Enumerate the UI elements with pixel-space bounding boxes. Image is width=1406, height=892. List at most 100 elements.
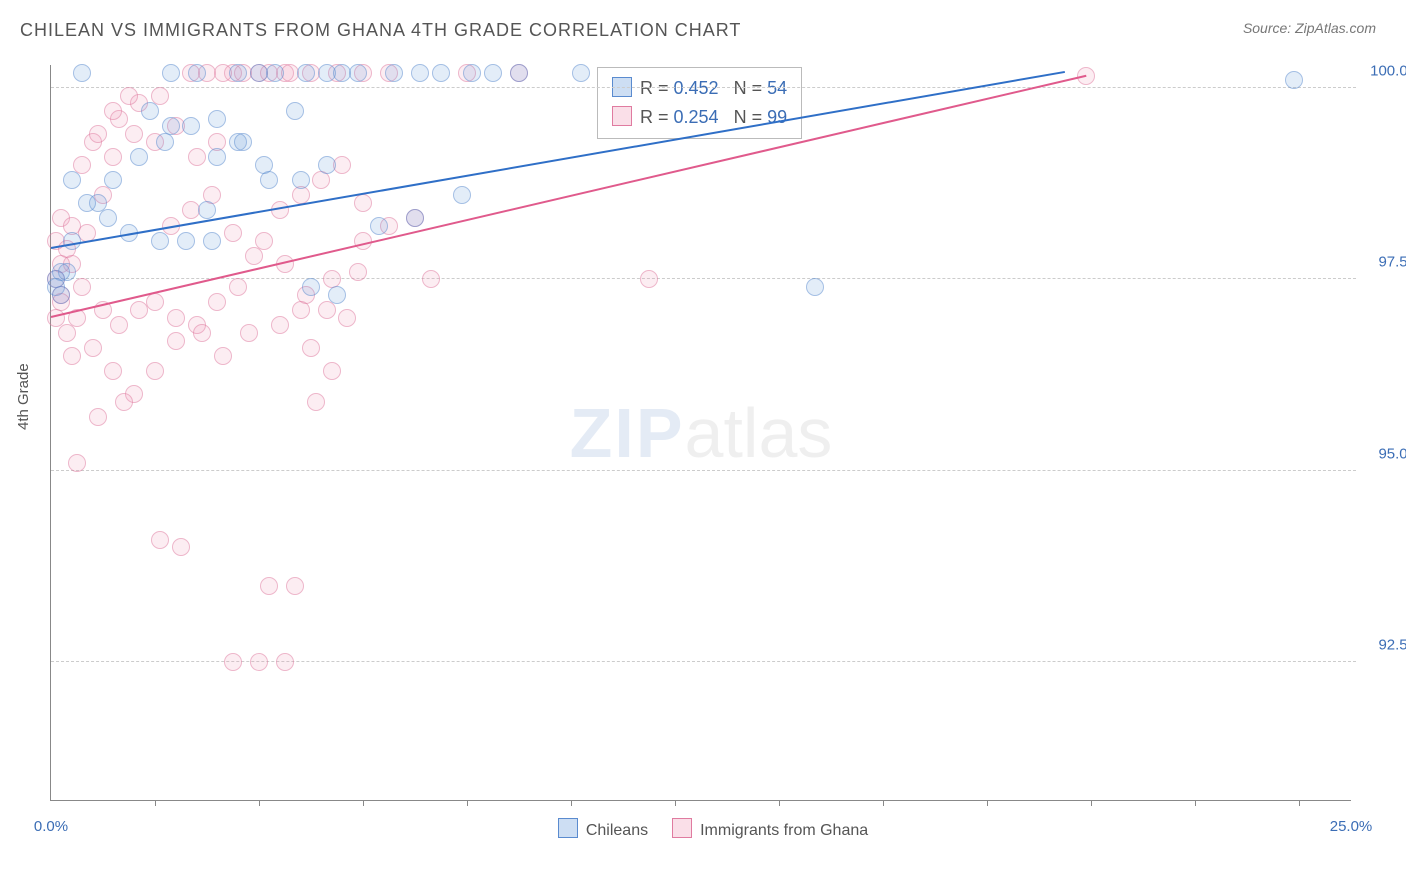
data-point (292, 171, 310, 189)
data-point (115, 393, 133, 411)
data-point (245, 247, 263, 265)
data-point (510, 64, 528, 82)
legend-swatch (672, 818, 692, 838)
x-tick (779, 800, 780, 806)
data-point (58, 324, 76, 342)
data-point (385, 64, 403, 82)
watermark-atlas: atlas (685, 394, 833, 472)
data-point (52, 286, 70, 304)
data-point (1285, 71, 1303, 89)
x-tick (987, 800, 988, 806)
data-point (333, 64, 351, 82)
correlation-stat-box: R = 0.452 N = 54R = 0.254 N = 99 (597, 67, 802, 139)
data-point (307, 393, 325, 411)
data-point (349, 64, 367, 82)
data-point (89, 125, 107, 143)
data-point (104, 171, 122, 189)
stat-row: R = 0.254 N = 99 (612, 103, 787, 132)
data-point (146, 293, 164, 311)
data-point (484, 64, 502, 82)
data-point (84, 339, 102, 357)
data-point (130, 301, 148, 319)
data-point (104, 148, 122, 166)
data-point (318, 156, 336, 174)
data-point (208, 148, 226, 166)
data-point (806, 278, 824, 296)
bottom-legend: ChileansImmigrants from Ghana (51, 818, 1351, 840)
data-point (177, 232, 195, 250)
y-tick-label: 100.0% (1361, 62, 1406, 79)
data-point (104, 102, 122, 120)
data-point (208, 110, 226, 128)
data-point (63, 232, 81, 250)
data-point (370, 217, 388, 235)
data-point (250, 653, 268, 671)
data-point (292, 301, 310, 319)
title-bar: CHILEAN VS IMMIGRANTS FROM GHANA 4TH GRA… (0, 0, 1406, 51)
data-point (271, 316, 289, 334)
gridline-h (51, 278, 1356, 279)
y-axis-title: 4th Grade (15, 363, 32, 430)
data-point (349, 263, 367, 281)
data-point (260, 577, 278, 595)
chart-title: CHILEAN VS IMMIGRANTS FROM GHANA 4TH GRA… (20, 20, 741, 41)
x-tick (363, 800, 364, 806)
data-point (224, 653, 242, 671)
data-point (208, 293, 226, 311)
y-tick-label: 92.5% (1361, 637, 1406, 654)
x-tick (259, 800, 260, 806)
data-point (167, 332, 185, 350)
data-point (463, 64, 481, 82)
x-tick (1091, 800, 1092, 806)
data-point (406, 209, 424, 227)
y-tick-label: 97.5% (1361, 254, 1406, 271)
data-point (453, 186, 471, 204)
x-tick (1195, 800, 1196, 806)
data-point (162, 117, 180, 135)
data-point (167, 309, 185, 327)
data-point (271, 201, 289, 219)
data-point (151, 531, 169, 549)
gridline-h (51, 470, 1356, 471)
watermark: ZIPatlas (570, 393, 833, 473)
data-point (73, 64, 91, 82)
data-point (89, 408, 107, 426)
legend-swatch (612, 106, 632, 126)
source-label: Source: ZipAtlas.com (1243, 20, 1376, 36)
data-point (640, 270, 658, 288)
data-point (229, 64, 247, 82)
data-point (572, 64, 590, 82)
data-point (276, 653, 294, 671)
data-point (156, 133, 174, 151)
data-point (240, 324, 258, 342)
data-point (104, 362, 122, 380)
data-point (411, 64, 429, 82)
data-point (338, 309, 356, 327)
data-point (323, 362, 341, 380)
watermark-zip: ZIP (570, 394, 685, 472)
data-point (162, 64, 180, 82)
data-point (188, 148, 206, 166)
x-tick (883, 800, 884, 806)
data-point (286, 102, 304, 120)
data-point (432, 64, 450, 82)
data-point (63, 171, 81, 189)
legend-label: Immigrants from Ghana (700, 822, 868, 839)
gridline-h (51, 87, 1356, 88)
data-point (78, 194, 96, 212)
data-point (151, 232, 169, 250)
data-point (302, 278, 320, 296)
data-point (354, 194, 372, 212)
data-point (188, 64, 206, 82)
data-point (130, 148, 148, 166)
data-point (193, 324, 211, 342)
data-point (333, 156, 351, 174)
data-point (260, 171, 278, 189)
data-point (63, 347, 81, 365)
data-point (146, 362, 164, 380)
data-point (312, 171, 330, 189)
x-tick-label: 25.0% (1330, 818, 1373, 835)
data-point (182, 117, 200, 135)
data-point (172, 538, 190, 556)
data-point (198, 201, 216, 219)
